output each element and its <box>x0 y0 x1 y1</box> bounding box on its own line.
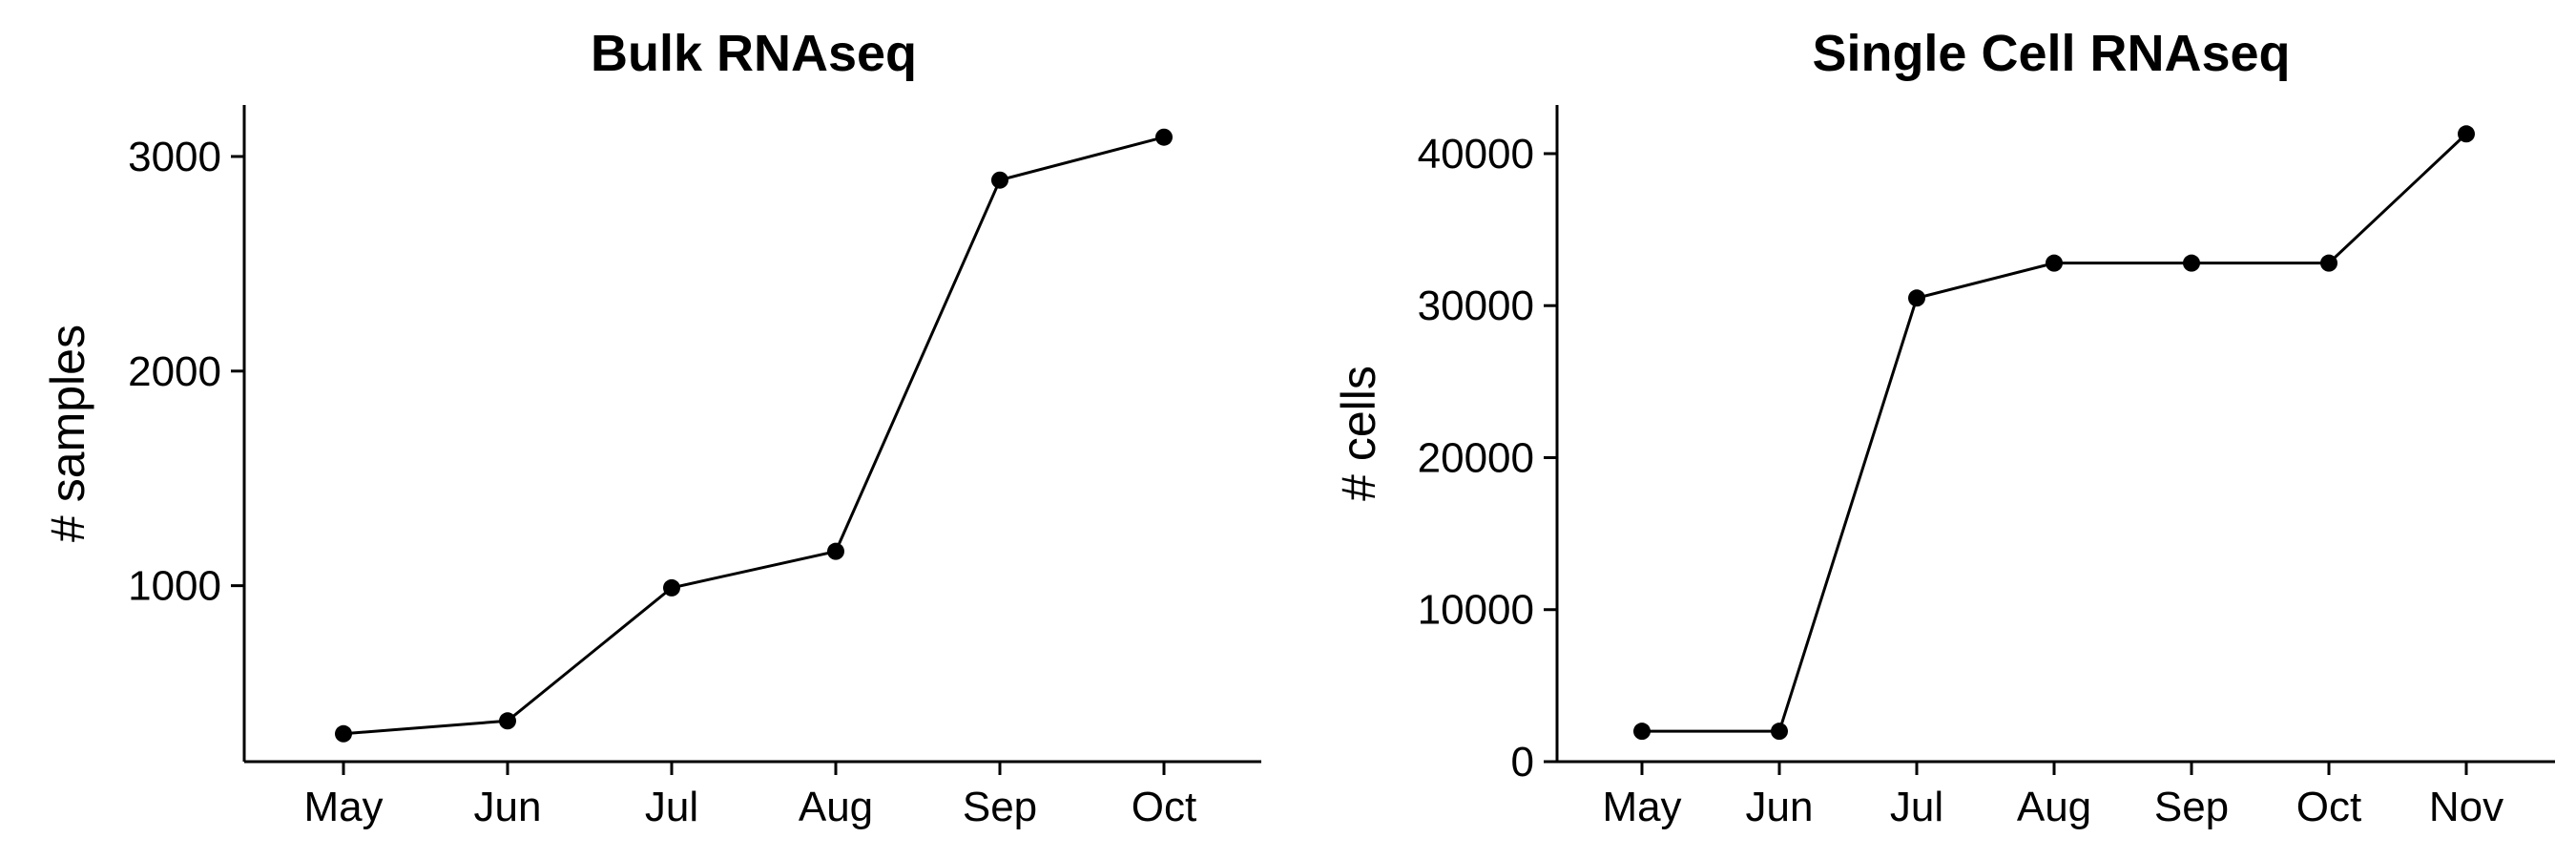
sc-y-tick-label: 0 <box>1511 739 1534 786</box>
sc-x-tick-label: Nov <box>2429 784 2503 830</box>
sc-data-point <box>1633 723 1651 741</box>
bulk-x-tick-label: Oct <box>1132 784 1196 830</box>
bulk-x-tick-label: May <box>303 784 383 830</box>
sc-x-tick-label: Aug <box>2017 784 2091 830</box>
bulk-x-tick-label: Jun <box>474 784 542 830</box>
bulk-data-point <box>335 724 352 743</box>
sc-x-tick-label: Jun <box>1746 784 1814 830</box>
sc-data-point <box>2458 125 2475 143</box>
bulk-data-point <box>499 712 516 730</box>
sc-x-tick-label: Oct <box>2296 784 2361 830</box>
bulk-data-point <box>827 542 844 560</box>
sc-y-axis-label: # cells <box>1332 366 1385 501</box>
bulk-data-point <box>1155 128 1173 146</box>
bulk-x-tick-label: Sep <box>963 784 1037 830</box>
bulk-rnaseq-panel: Bulk RNAseq 1000 2000 3000 May Jun Jul Aug Sep Oc… <box>41 25 1261 830</box>
sc-y-tick-label: 10000 <box>1418 587 1534 634</box>
bulk-chart-title: Bulk RNAseq <box>591 25 917 82</box>
sc-chart-title: Single Cell RNAseq <box>1812 25 2290 82</box>
sc-data-point <box>2046 254 2063 272</box>
bulk-x-tick-label: Aug <box>799 784 873 830</box>
sc-data-point <box>1771 723 1788 741</box>
single-cell-rnaseq-panel: Single Cell RNAseq 0 10000 20000 30000 40000 M… <box>1332 25 2555 830</box>
bulk-series-line <box>343 136 1165 736</box>
sc-data-point <box>1908 289 1925 307</box>
bulk-y-tick-label: 2000 <box>128 348 221 395</box>
sc-x-tick-label: Sep <box>2154 784 2229 830</box>
sc-data-point <box>2320 254 2337 272</box>
sc-x-tick-label: Jul <box>1890 784 1943 830</box>
bulk-y-tick-label: 3000 <box>128 134 221 180</box>
sc-y-tick-label: 20000 <box>1418 434 1534 481</box>
bulk-x-tick-label: Jul <box>645 784 698 830</box>
sc-y-tick-label: 40000 <box>1418 131 1534 178</box>
sc-x-tick-label: May <box>1602 784 1681 830</box>
sc-y-tick-label: 30000 <box>1418 283 1534 329</box>
bulk-y-axis-label: # samples <box>41 325 94 542</box>
bulk-data-point <box>991 171 1008 189</box>
sc-data-point <box>2183 254 2200 272</box>
bulk-data-point <box>663 578 680 597</box>
sc-series-line <box>1642 133 2468 733</box>
bulk-y-tick-label: 1000 <box>128 563 221 610</box>
